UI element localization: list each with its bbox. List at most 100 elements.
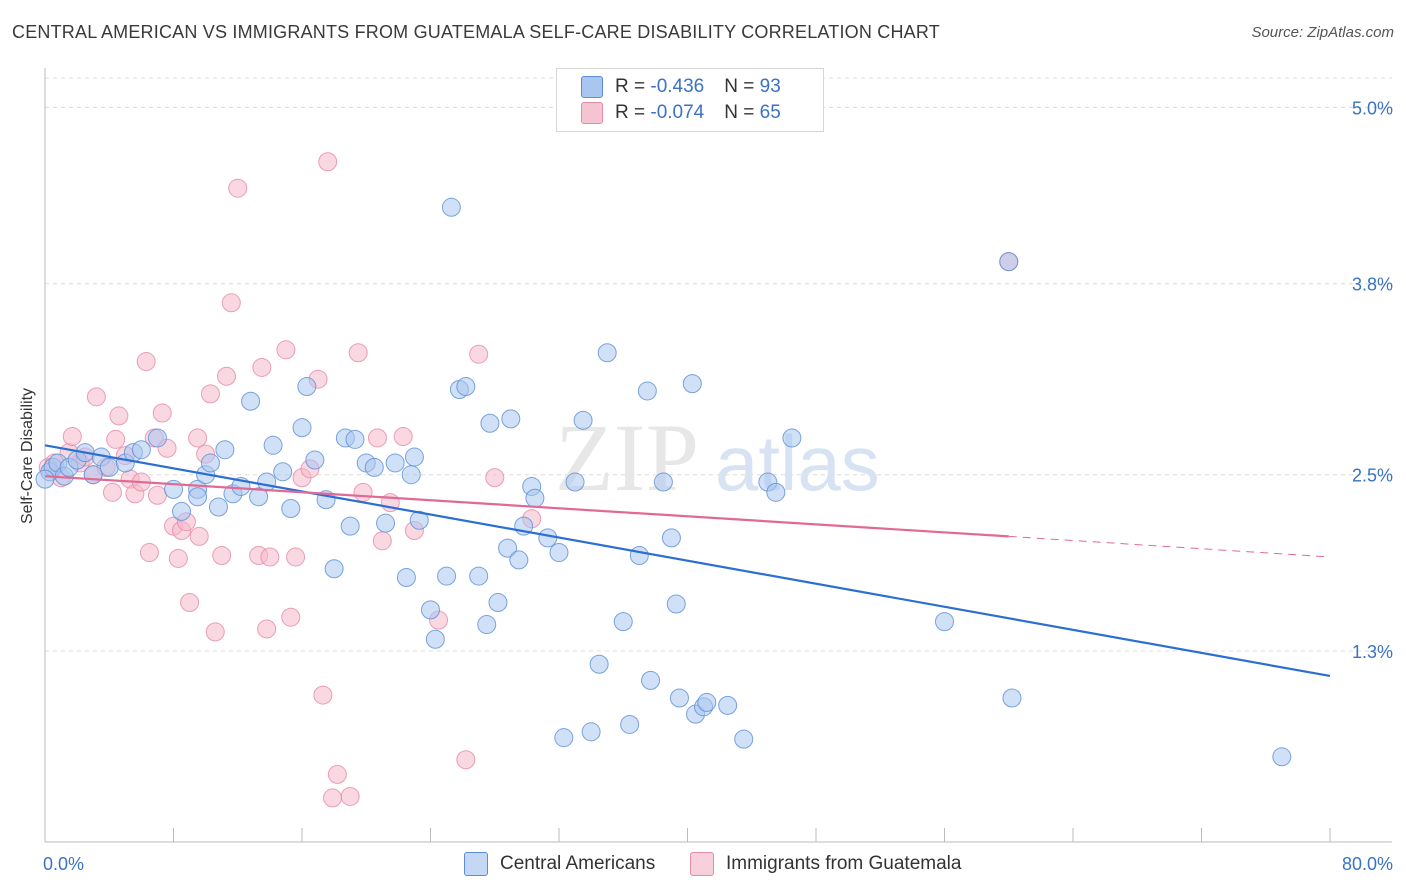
legend-label: Immigrants from Guatemala <box>726 853 962 874</box>
central-american-point <box>281 498 301 518</box>
central-american-point <box>480 413 500 433</box>
guatemala-point <box>86 387 106 407</box>
central-american-point <box>565 472 585 492</box>
central-american-point <box>498 538 518 558</box>
central-american-point <box>35 469 55 489</box>
legend-r-value: -0.436 <box>650 76 705 97</box>
central-american-point <box>525 488 545 508</box>
guatemala-point <box>152 403 172 423</box>
central-american-point <box>456 377 476 397</box>
guatemala-point <box>200 384 220 404</box>
central-american-point <box>273 462 293 482</box>
source-label: Source: ZipAtlas.com <box>1251 24 1394 41</box>
central-american-point <box>581 722 601 742</box>
central-american-point <box>215 440 235 460</box>
central-american-point <box>208 497 228 517</box>
central-american-point <box>469 566 489 586</box>
trend-line-guatemala-extension <box>1008 535 1331 558</box>
legend-r-value: -0.074 <box>650 102 705 123</box>
central-american-point <box>200 453 220 473</box>
central-american-point <box>661 528 681 548</box>
legend-item-guatemala[interactable]: Immigrants from Guatemala <box>690 852 961 876</box>
central-american-point <box>385 453 405 473</box>
x-tick-label: 0.0% <box>43 854 84 874</box>
guatemala-point <box>102 482 122 502</box>
guatemala-point <box>276 340 296 360</box>
guatemala-point <box>260 547 280 567</box>
y-tick-labels: 1.3% 2.5% 3.8% 5.0% <box>1352 98 1393 662</box>
central-american-point <box>697 692 717 712</box>
central-american-point <box>1002 688 1022 708</box>
central-american-point <box>999 252 1019 272</box>
central-american-point <box>404 447 424 467</box>
series-legend: Central Americans Immigrants from Guatem… <box>0 852 1406 878</box>
central-american-point <box>554 728 574 748</box>
central-american-point <box>396 568 416 588</box>
central-american-point <box>477 615 497 635</box>
central-american-point <box>401 465 421 485</box>
legend-row-central-americans: R = -0.436 N = 93 <box>581 75 781 99</box>
series-central-americans-points <box>35 197 1292 767</box>
central-american-point <box>629 546 649 565</box>
guatemala-point <box>281 607 301 627</box>
correlation-legend: R = -0.436 N = 93 R = -0.074 N = 65 <box>556 68 824 132</box>
legend-row-guatemala: R = -0.074 N = 65 <box>581 101 781 125</box>
central-american-point <box>340 516 360 536</box>
central-american-point <box>376 513 396 533</box>
central-american-point <box>131 440 151 460</box>
guatemala-point <box>372 531 392 551</box>
guatemala-point <box>228 178 248 198</box>
trend-line-central-americans <box>44 444 1331 678</box>
legend-r-label: R = <box>615 102 651 123</box>
guatemala-point <box>393 426 413 446</box>
guatemala-point <box>353 482 373 502</box>
y-tick-label: 5.0% <box>1352 98 1393 118</box>
central-american-point <box>573 410 593 430</box>
central-american-point <box>613 612 633 632</box>
trend-lines <box>44 444 1331 678</box>
central-american-point <box>305 450 325 470</box>
guatemala-point <box>212 546 232 565</box>
guatemala-point <box>313 685 333 705</box>
guatemala-point <box>485 468 505 488</box>
guatemala-point <box>139 543 159 563</box>
guatemala-point <box>221 293 241 313</box>
guatemala-point <box>257 619 277 639</box>
legend-swatch-pink <box>581 102 603 124</box>
central-american-point <box>324 559 344 579</box>
central-american-point <box>409 510 429 530</box>
legend-r-label: R = <box>615 76 651 97</box>
central-american-point <box>1272 747 1292 767</box>
central-american-point <box>421 600 440 620</box>
guatemala-point <box>217 366 237 386</box>
legend-swatch-pink <box>690 852 714 876</box>
central-american-point <box>501 409 521 429</box>
chart-title: CENTRAL AMERICAN VS IMMIGRANTS FROM GUAT… <box>12 22 940 42</box>
central-american-point <box>345 429 365 449</box>
central-american-point <box>241 391 261 411</box>
guatemala-point <box>286 547 306 567</box>
central-american-point <box>297 377 317 397</box>
central-american-point <box>147 428 167 448</box>
legend-n-label: N = <box>724 76 760 97</box>
central-american-point <box>653 472 673 492</box>
central-american-point <box>641 670 661 690</box>
central-american-point <box>538 528 558 548</box>
guatemala-point <box>340 786 360 806</box>
central-american-point <box>488 593 508 613</box>
central-american-point <box>782 428 802 448</box>
central-american-point <box>597 343 617 363</box>
axes <box>44 68 1392 843</box>
x-tick-labels: 0.0% 80.0% <box>43 854 1393 874</box>
legend-item-central-americans[interactable]: Central Americans <box>464 852 655 876</box>
central-american-point <box>441 197 461 217</box>
guatemala-point <box>469 344 489 364</box>
legend-n-label: N = <box>724 102 760 123</box>
central-american-point <box>83 465 103 485</box>
central-american-point <box>589 654 609 674</box>
guatemala-point <box>136 352 156 372</box>
guatemala-point <box>188 428 208 448</box>
x-tick-label: 80.0% <box>1342 854 1393 874</box>
central-american-point <box>734 729 754 749</box>
legend-swatch-blue <box>464 852 488 876</box>
